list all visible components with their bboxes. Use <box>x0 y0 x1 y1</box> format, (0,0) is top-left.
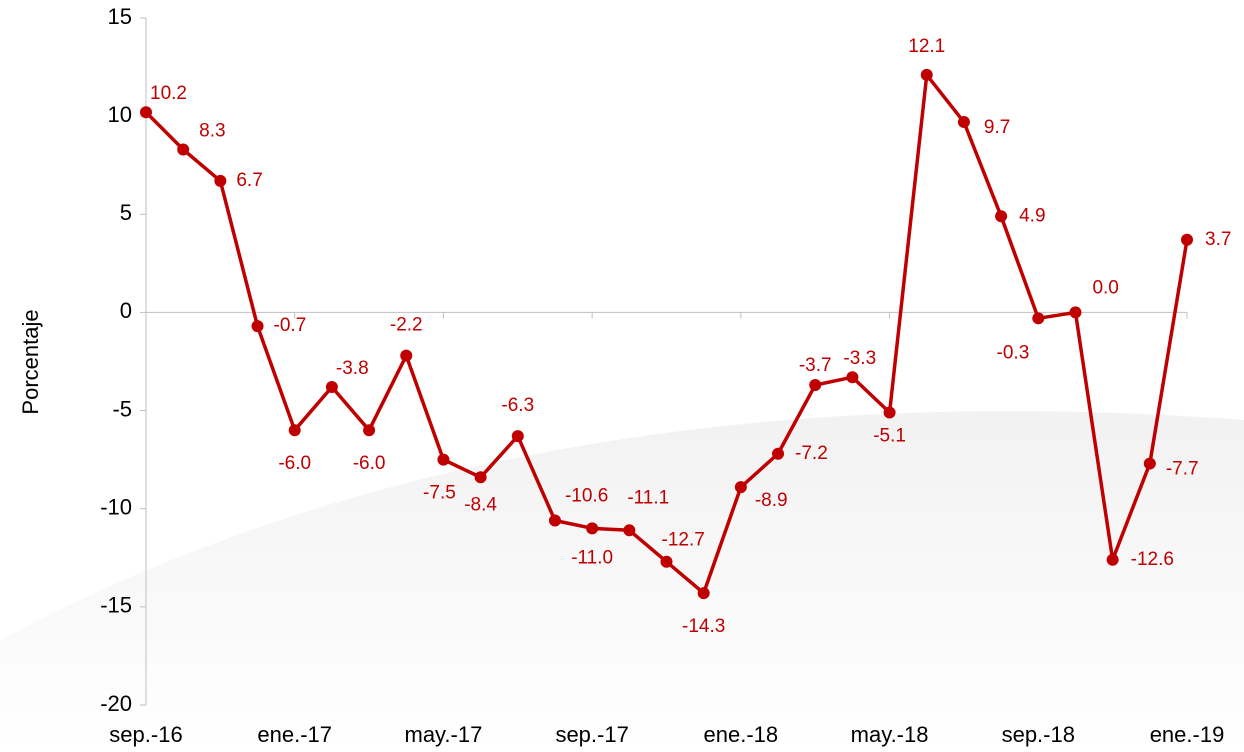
data-label: -12.6 <box>1131 549 1174 570</box>
data-label: -10.6 <box>565 486 608 507</box>
data-point <box>1143 457 1156 470</box>
data-point <box>1181 233 1193 246</box>
data-label: -6.3 <box>501 395 534 416</box>
y-tick-label: -10 <box>100 495 132 520</box>
data-point <box>995 210 1008 223</box>
data-point <box>511 430 524 443</box>
data-label: 0.0 <box>1092 277 1118 298</box>
data-label: -7.5 <box>423 483 456 504</box>
data-label: -3.8 <box>336 358 369 379</box>
data-label: -0.3 <box>997 342 1030 363</box>
y-tick-label: -15 <box>100 593 132 618</box>
data-point <box>437 453 450 466</box>
x-tick-label: sep.-18 <box>1002 722 1075 747</box>
data-point <box>660 555 673 568</box>
data-point <box>548 514 561 527</box>
data-label: -11.0 <box>571 547 613 568</box>
data-label: 3.7 <box>1205 229 1231 250</box>
data-label: -7.7 <box>1166 459 1199 480</box>
data-label: -6.0 <box>353 453 386 474</box>
data-label: 4.9 <box>1019 205 1045 226</box>
data-label: -14.3 <box>682 616 725 637</box>
x-tick-label: may.-17 <box>405 722 483 747</box>
x-tick-label: may.-18 <box>851 722 929 747</box>
data-label: -3.7 <box>799 355 832 376</box>
y-tick-label: 15 <box>108 4 132 29</box>
data-label: -5.1 <box>873 426 906 447</box>
data-point <box>846 371 859 384</box>
y-tick-label: 0 <box>120 298 132 323</box>
data-label: -2.2 <box>390 315 423 336</box>
data-label: 12.1 <box>908 36 945 57</box>
x-tick-label: ene.-19 <box>1150 722 1225 747</box>
y-tick-label: 5 <box>120 200 132 225</box>
data-point <box>1069 306 1082 319</box>
data-point <box>177 143 190 156</box>
data-point <box>957 116 970 129</box>
data-point <box>325 381 338 394</box>
data-point <box>474 471 487 484</box>
data-label: -12.7 <box>662 530 705 551</box>
data-point <box>586 522 599 535</box>
x-tick-label: ene.-17 <box>257 722 332 747</box>
data-point <box>1032 312 1045 325</box>
data-label: -8.4 <box>464 494 497 515</box>
data-point <box>697 587 710 600</box>
data-point <box>883 406 896 419</box>
data-label: 8.3 <box>199 121 225 142</box>
data-point <box>920 68 933 81</box>
data-label: -7.2 <box>795 443 828 464</box>
x-tick-label: sep.-17 <box>555 722 628 747</box>
y-tick-label: 10 <box>108 102 132 127</box>
data-label: -0.7 <box>274 315 307 336</box>
data-point <box>363 424 376 437</box>
data-label: 6.7 <box>236 170 262 191</box>
data-label: -11.1 <box>627 487 669 508</box>
data-label: -8.9 <box>755 490 788 511</box>
y-tick-label: -5 <box>112 396 132 421</box>
data-point <box>214 174 227 187</box>
data-point <box>623 524 636 537</box>
data-point <box>809 379 822 392</box>
data-point <box>140 106 152 119</box>
data-label: 9.7 <box>984 117 1010 138</box>
data-point <box>400 349 413 362</box>
data-point <box>288 424 301 437</box>
data-point <box>772 447 785 460</box>
data-label: -6.0 <box>278 453 311 474</box>
data-label: 10.2 <box>150 83 187 104</box>
data-point <box>1106 553 1119 566</box>
x-tick-label: sep.-16 <box>109 722 182 747</box>
background-swoosh <box>0 411 1244 752</box>
y-axis-label: Porcentaje <box>18 309 43 414</box>
y-tick-label: -20 <box>100 691 132 716</box>
data-point <box>251 320 264 333</box>
data-point <box>734 481 747 494</box>
data-label: -3.3 <box>843 348 876 369</box>
x-tick-label: ene.-18 <box>704 722 779 747</box>
